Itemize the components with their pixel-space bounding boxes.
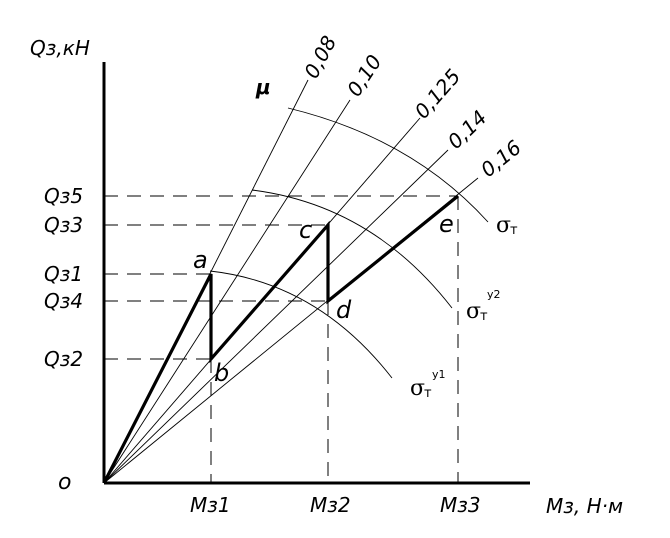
sigma-t-y1-sup: у1 [432, 368, 446, 381]
y-tick-qz4: Qз4 [44, 289, 83, 313]
sigma-t-y1-label: σ т у1 [410, 368, 446, 401]
ray-label-0-10: 0,10 [342, 50, 386, 100]
y-tick-qz1: Qз1 [44, 262, 83, 286]
sigma-t-y1-symbol: σ [410, 376, 425, 401]
sigma-t-symbol: σ [496, 213, 511, 238]
y-tick-qz3: Qз3 [44, 213, 83, 237]
ray-label-0-16: 0,16 [476, 135, 526, 182]
sigma-t-y2-sup: у2 [487, 288, 501, 301]
point-d: d [336, 296, 352, 324]
mu-rays [103, 79, 479, 484]
ray-label-0-125: 0,125 [410, 64, 466, 123]
point-b: b [214, 359, 229, 387]
sigma-t-y2-sub: т [480, 309, 488, 324]
y-tick-qz5: Qз5 [44, 184, 83, 208]
x-tick-mz1: Mз1 [190, 493, 231, 517]
x-axis-title: Mз, Н·м [546, 494, 623, 518]
x-tick-mz3: Mз3 [440, 493, 481, 517]
point-c: c [299, 216, 312, 244]
mu-label: μ [255, 75, 271, 99]
sigma-t-y1-sub: т [424, 386, 432, 401]
y-tick-qz2: Qз2 [44, 347, 83, 371]
x-tick-mz2: Mз2 [310, 493, 351, 517]
sigma-t-y2-label: σ т у2 [466, 288, 501, 324]
sigma-t-y1-curve [209, 270, 393, 379]
sigma-t-y2-curve [251, 189, 453, 309]
ray-label-0-08: 0,08 [299, 32, 341, 83]
ray-0-10 [103, 99, 351, 484]
ray-0-14 [103, 149, 449, 484]
ray-label-0-14: 0,14 [443, 105, 492, 153]
point-a: a [193, 246, 208, 274]
point-e: e [439, 210, 454, 238]
sigma-t-curve [287, 107, 489, 223]
loading-path [102, 194, 460, 484]
sigma-t-sub: т [510, 223, 518, 238]
sigma-t-y2-symbol: σ [466, 299, 481, 324]
y-axis-title: Qз,кН [30, 36, 90, 60]
sigma-t-label: σ т [496, 213, 518, 238]
origin-label: o [58, 470, 71, 495]
